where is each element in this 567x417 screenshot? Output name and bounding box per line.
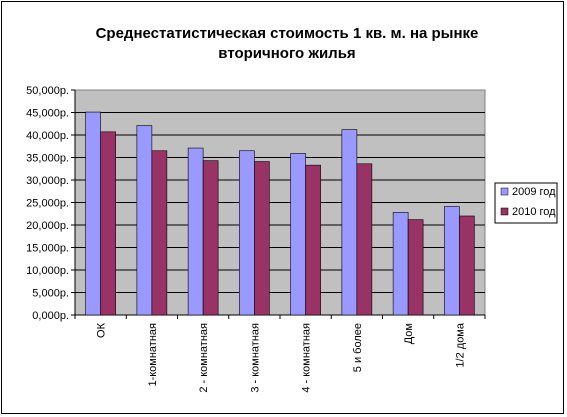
bar-2009-год bbox=[239, 150, 255, 316]
bar-2009-год bbox=[187, 147, 204, 316]
y-tick-label: 5,000р. bbox=[32, 288, 69, 300]
bar-2009-год bbox=[392, 212, 409, 316]
bar-2010-год bbox=[305, 164, 321, 316]
x-category-label: Дом bbox=[403, 323, 415, 344]
y-axis: 0,000р. 5,000р. 10,000р. 15,000р. 20,000р. 25… bbox=[26, 85, 76, 322]
bar-2010-год bbox=[356, 163, 373, 316]
legend-swatch-2010 bbox=[500, 207, 509, 216]
x-category-label: 5 и более bbox=[352, 323, 364, 372]
bar-2009-год bbox=[341, 129, 358, 316]
bar-2010-год bbox=[100, 131, 116, 316]
x-category-label: ОК bbox=[96, 322, 108, 338]
y-tick-label: 50,000р. bbox=[26, 85, 69, 97]
y-tick-label: 20,000р. bbox=[26, 220, 69, 232]
bar-2010-год bbox=[202, 160, 219, 316]
x-category-label: 3 - комнатная bbox=[249, 323, 261, 393]
y-tick-label: 0,000р. bbox=[32, 310, 69, 322]
x-category-label: 1-комнатная bbox=[147, 323, 159, 387]
legend-label-2009: 2009 год bbox=[512, 186, 556, 198]
y-tick-label: 40,000р. bbox=[26, 130, 69, 142]
bar-2010-год bbox=[254, 161, 270, 316]
chart-title-line-1: Среднестатистическая стоимость 1 кв. м. … bbox=[96, 25, 479, 42]
bars bbox=[85, 111, 475, 316]
y-tick-label: 10,000р. bbox=[26, 265, 69, 277]
bar-2009-год bbox=[444, 206, 460, 316]
x-category-label: 1/2 дома bbox=[454, 322, 466, 367]
bar-2010-год bbox=[459, 215, 475, 316]
bar-2009-год bbox=[85, 111, 101, 316]
legend-swatch-2009 bbox=[500, 187, 509, 196]
chart-title-line-2: вторичного жилья bbox=[218, 45, 355, 62]
bar-2010-год bbox=[151, 150, 168, 316]
legend: 2009 год 2010 год bbox=[494, 182, 558, 224]
bar-2009-год bbox=[290, 153, 306, 316]
bar-2009-год bbox=[136, 125, 153, 316]
y-tick-label: 30,000р. bbox=[26, 175, 69, 187]
legend-label-2010: 2010 год bbox=[512, 206, 556, 218]
x-category-label: 4 - комнатная bbox=[301, 323, 313, 393]
y-tick-label: 45,000р. bbox=[26, 108, 69, 120]
bar-2010-год bbox=[407, 219, 424, 316]
y-tick-label: 25,000р. bbox=[26, 198, 69, 210]
x-category-label: 2 - комнатная bbox=[198, 323, 210, 393]
x-axis: ОК 1-комнатная 2 - комнатная 3 - комнатная 4… bbox=[74, 314, 486, 393]
y-tick-label: 15,000р. bbox=[26, 243, 69, 255]
y-tick-label: 35,000р. bbox=[26, 153, 69, 165]
